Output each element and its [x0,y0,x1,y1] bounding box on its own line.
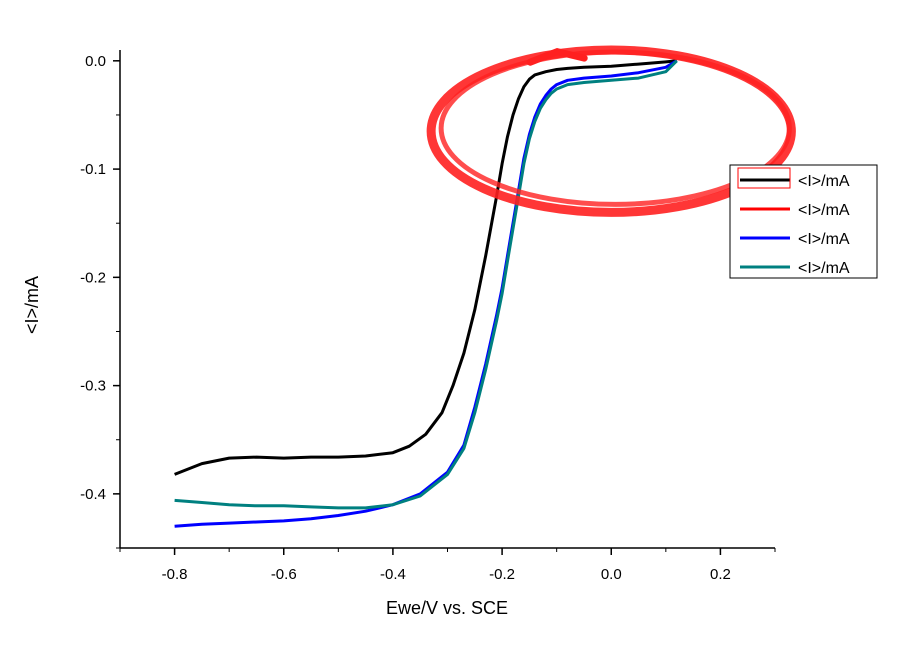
x-tick-label: -0.4 [380,566,406,583]
y-tick-label: -0.1 [80,161,106,178]
series-line-1 [174,59,677,476]
series-lines [174,59,678,528]
legend-label-4: <I>/mA [798,260,850,277]
legend-label-2: <I>/mA [798,202,850,219]
y-axis-title: <I>/mA [22,276,42,334]
series-line-4 [174,59,678,510]
tick-labels: -0.8 -0.6 -0.4 -0.2 0.0 0.2 0.0 -0.1 -0.2 -0.3 -0.… [80,53,731,583]
y-tick-label: 0.0 [85,53,106,70]
legend-label-1: <I>/mA [798,173,850,190]
x-tick-label: -0.6 [271,566,297,583]
legend-label-3: <I>/mA [798,231,850,248]
red-ellipse-annotation-inner [438,49,792,207]
y-tick-label: -0.3 [80,378,106,395]
tick-marks [113,60,776,555]
red-scribble-annotation [526,47,588,66]
x-tick-label: -0.8 [162,566,188,583]
x-tick-label: -0.2 [489,566,515,583]
y-tick-label: -0.2 [80,269,106,286]
legend: <I>/mA <I>/mA <I>/mA <I>/mA [729,164,878,279]
legend-box [729,164,878,279]
x-axis-title: Ewe/V vs. SCE [386,598,508,618]
legend-selection-box [737,167,791,189]
annotation-layer [426,45,796,217]
y-tick-label: -0.4 [80,486,106,503]
x-tick-label: 0.0 [601,566,622,583]
x-tick-label: 0.2 [710,566,731,583]
